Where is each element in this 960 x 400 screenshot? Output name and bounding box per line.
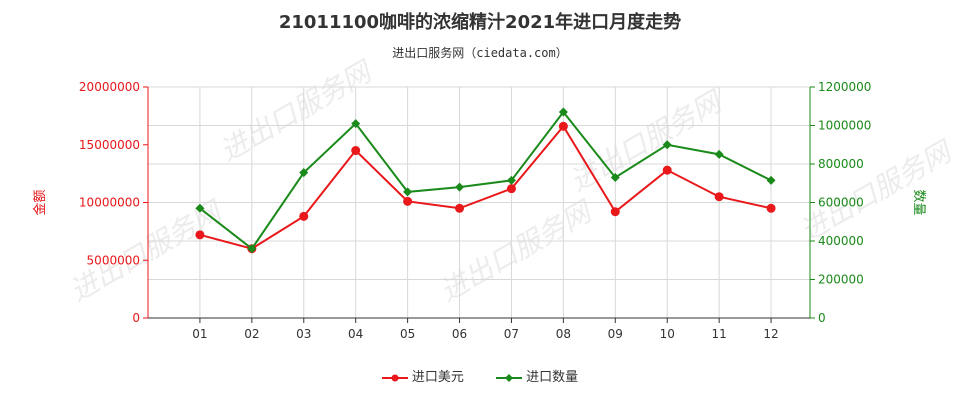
data-point-qty xyxy=(403,187,413,197)
data-point-usd xyxy=(506,184,516,194)
legend-swatch-qty xyxy=(496,372,523,384)
left-tick-label: 0 xyxy=(132,311,140,325)
legend-item-qty[interactable]: 进口数量 xyxy=(496,366,578,385)
data-point-usd xyxy=(662,165,672,175)
y-axis-title-right: 数量 xyxy=(911,189,926,215)
data-point-qty xyxy=(506,175,516,185)
watermark-text-4: 进出口服务网 xyxy=(564,83,729,198)
left-tick-label: 5000000 xyxy=(87,253,140,267)
right-tick-label: 1000000 xyxy=(818,119,871,133)
x-tick-label: 10 xyxy=(660,327,675,341)
data-point-qty xyxy=(195,203,205,213)
x-tick-label: 06 xyxy=(452,327,467,341)
data-point-usd xyxy=(351,146,361,156)
x-tick-label: 03 xyxy=(296,327,311,341)
legend: 进口美元 进口数量 xyxy=(0,366,960,385)
x-tick-label: 02 xyxy=(244,327,259,341)
chart-subtitle: 进出口服务网（ciedata.com） xyxy=(392,46,568,60)
watermark-text-0: 进出口服务网 xyxy=(64,193,229,308)
right-tick-label: 1200000 xyxy=(818,80,871,94)
data-point-usd xyxy=(455,203,465,213)
data-point-qty xyxy=(766,175,776,185)
right-tick-label: 600000 xyxy=(818,196,864,210)
watermark-text-2: 进出口服务网 xyxy=(794,133,959,248)
x-tick-label: 01 xyxy=(192,327,207,341)
right-tick-label: 200000 xyxy=(818,273,864,287)
x-tick-label: 07 xyxy=(504,327,519,341)
left-tick-label: 10000000 xyxy=(79,196,140,210)
data-point-qty xyxy=(610,172,620,182)
x-tick-label: 05 xyxy=(400,327,415,341)
x-tick-label: 12 xyxy=(763,327,778,341)
series-line-1 xyxy=(199,110,772,251)
data-point-qty xyxy=(455,182,465,192)
data-point-usd xyxy=(558,121,568,131)
legend-item-usd[interactable]: 进口美元 xyxy=(381,366,464,385)
series-line-0 xyxy=(199,124,772,250)
legend-label-qty: 进口数量 xyxy=(526,370,579,385)
data-point-usd xyxy=(299,211,309,221)
data-point-usd xyxy=(403,196,413,206)
data-point-qty xyxy=(247,244,257,254)
data-point-usd xyxy=(610,207,620,217)
y-axis-title-left: 金额 xyxy=(32,189,48,215)
legend-swatch-usd xyxy=(381,372,408,384)
right-tick-label: 400000 xyxy=(818,234,864,248)
right-tick-label: 800000 xyxy=(818,157,864,171)
x-tick-label: 04 xyxy=(348,327,363,341)
left-tick-label: 15000000 xyxy=(79,138,140,152)
data-point-qty xyxy=(299,168,309,178)
data-point-qty xyxy=(558,107,568,117)
left-tick-label: 20000000 xyxy=(79,80,140,94)
x-tick-label: 09 xyxy=(608,327,623,341)
data-point-qty xyxy=(351,119,361,129)
data-point-qty xyxy=(714,149,724,159)
data-point-usd xyxy=(766,203,776,213)
legend-label-usd: 进口美元 xyxy=(411,370,464,385)
data-point-usd xyxy=(714,192,724,202)
x-tick-label: 11 xyxy=(711,327,726,341)
right-tick-label: 0 xyxy=(818,311,826,325)
x-tick-label: 08 xyxy=(556,327,571,341)
chart-title: 21011100咖啡的浓缩精汁2021年进口月度走势 xyxy=(278,12,682,33)
data-point-qty xyxy=(662,140,672,150)
data-point-usd xyxy=(195,230,205,240)
